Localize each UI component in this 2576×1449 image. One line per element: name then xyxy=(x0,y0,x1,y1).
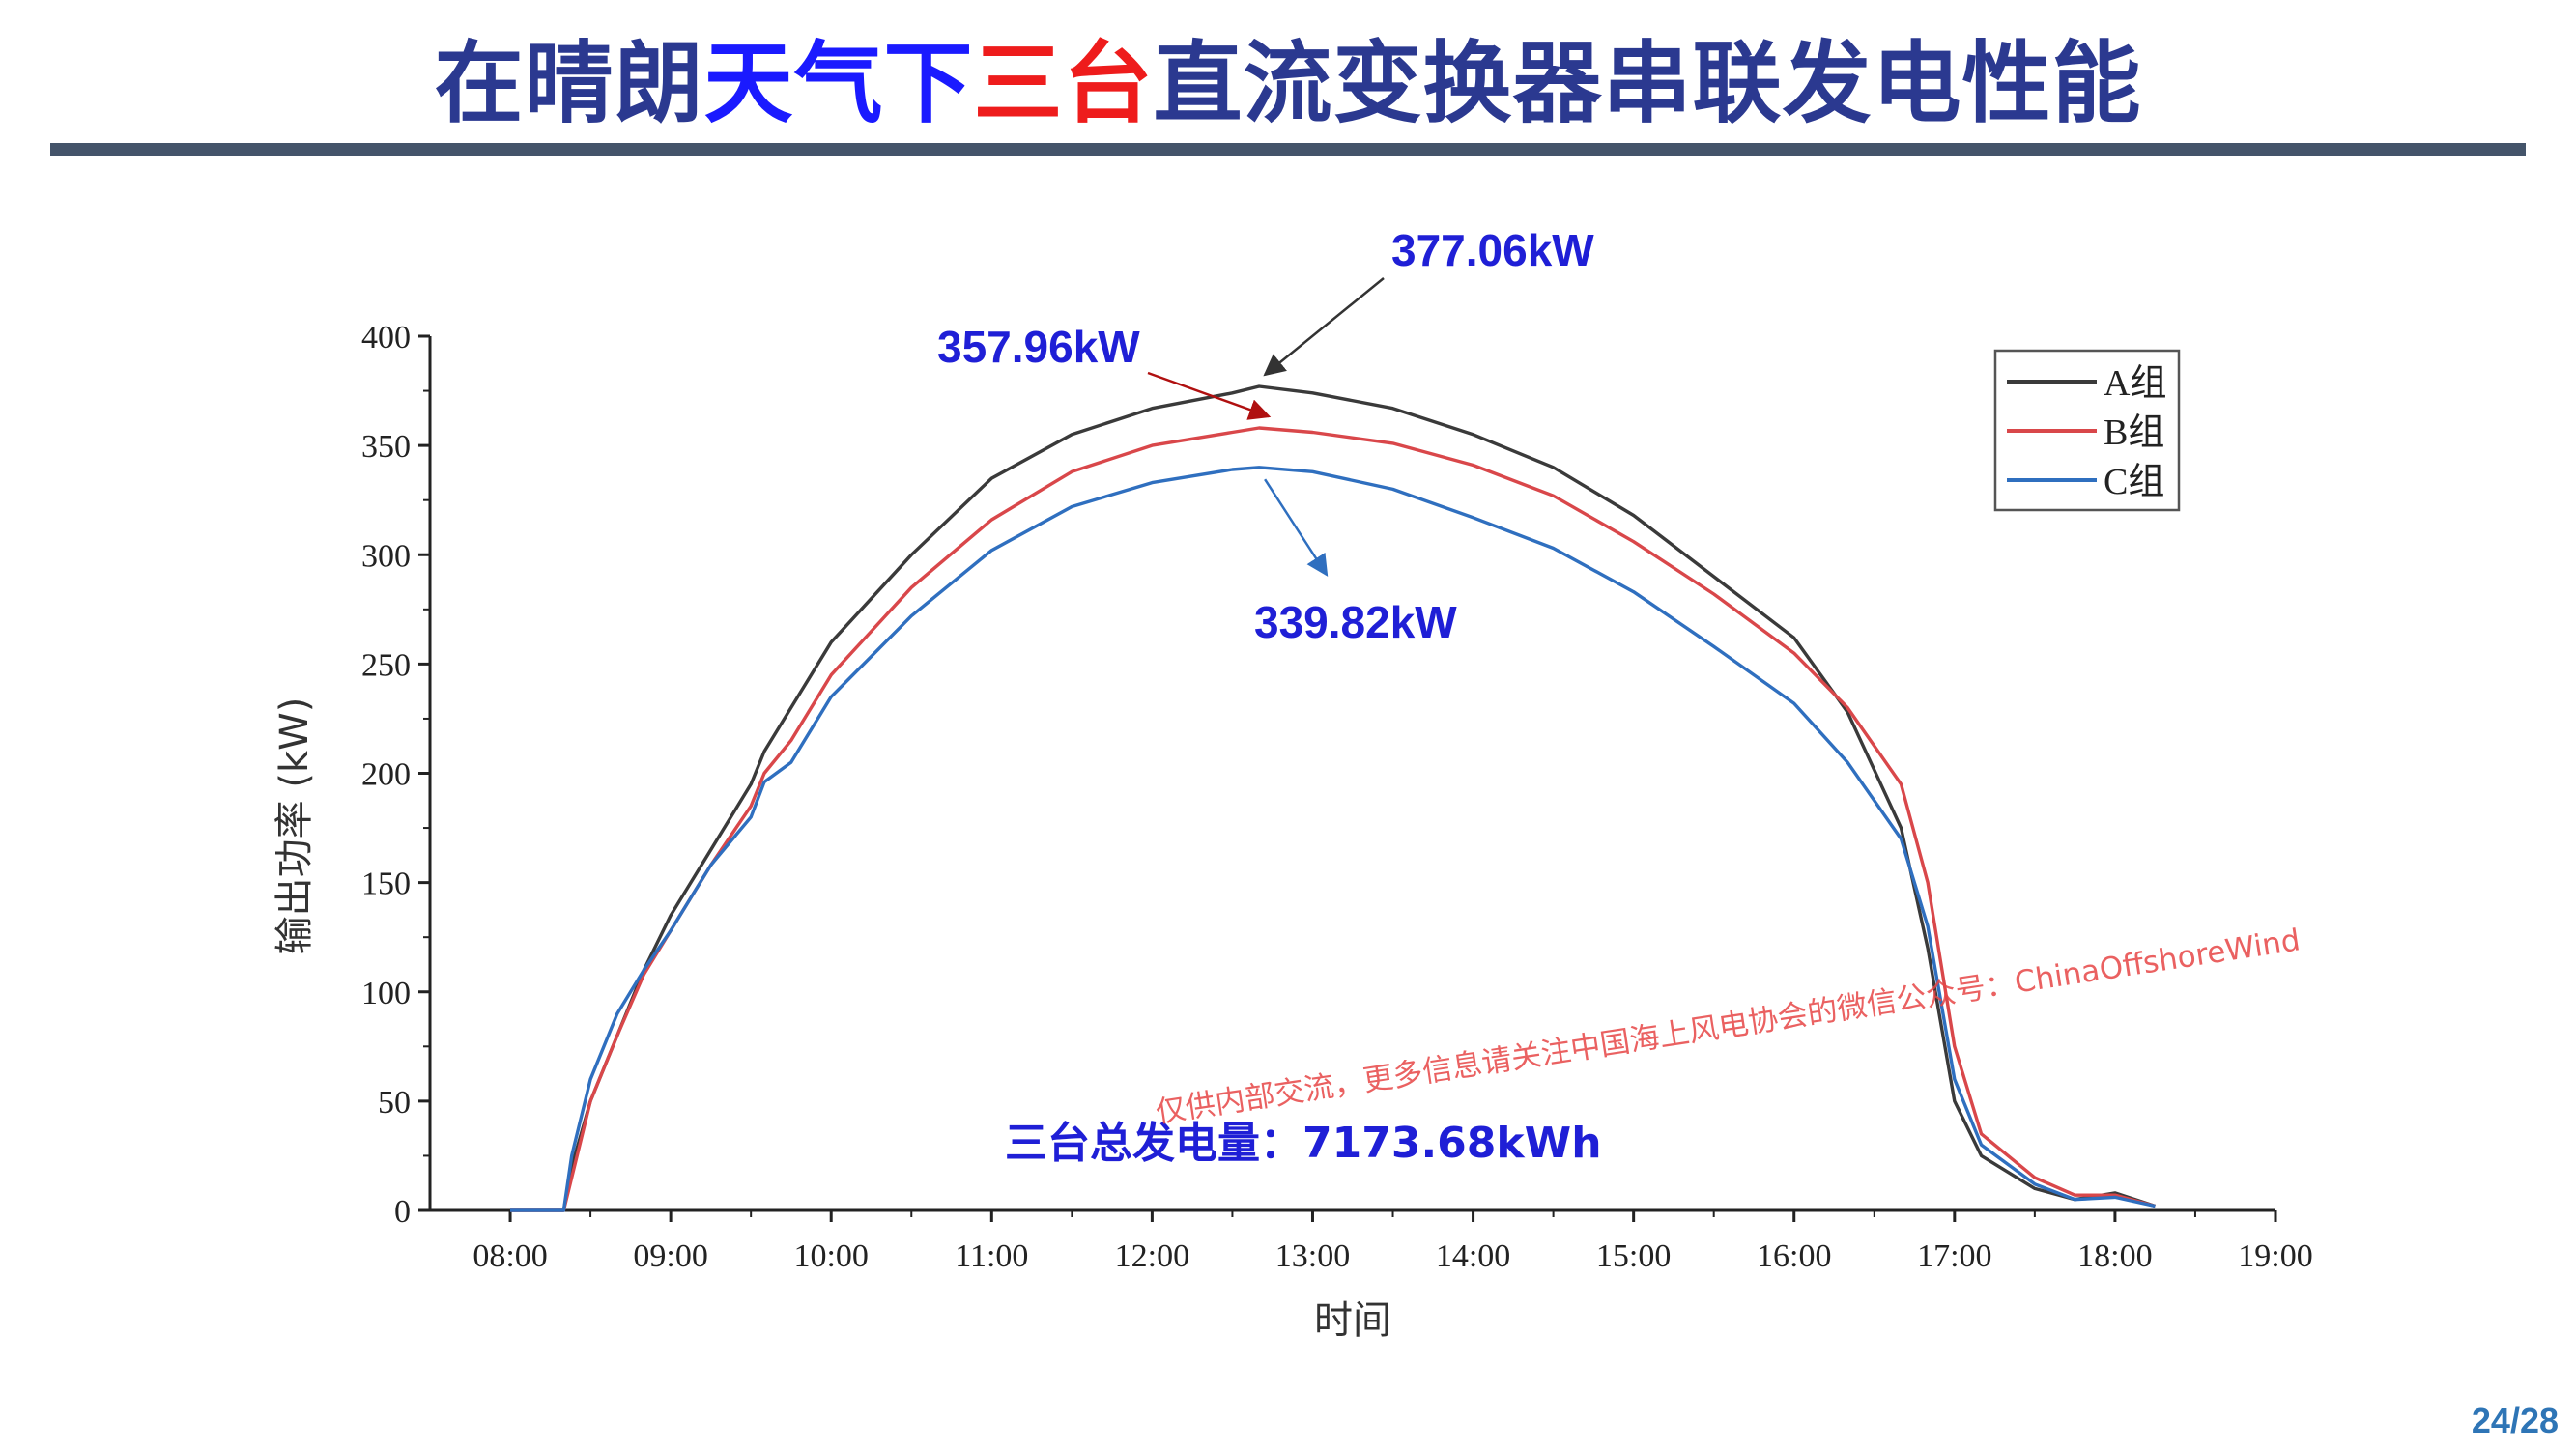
peak-value-label: 377.06kW xyxy=(1391,225,1594,275)
peak-value-label: 339.82kW xyxy=(1254,597,1457,647)
annotation-arrow xyxy=(1147,371,1272,420)
x-tick-label: 13:00 xyxy=(1275,1238,1350,1274)
y-tick-label: 50 xyxy=(378,1085,411,1121)
series-line-a xyxy=(510,384,2156,1212)
y-tick-label: 250 xyxy=(361,647,411,683)
y-tick-label: 200 xyxy=(361,757,411,793)
y-tick-label: 150 xyxy=(361,867,411,902)
annotation-arrow xyxy=(1264,478,1329,577)
series-lines xyxy=(510,384,2156,1212)
x-tick-label: 10:00 xyxy=(793,1238,868,1274)
x-tick-label: 18:00 xyxy=(2077,1238,2152,1274)
y-tick-label: 300 xyxy=(361,538,411,574)
title-divider xyxy=(50,143,2526,156)
annotations: 377.06kW 357.96kW 339.82kW xyxy=(937,225,1594,647)
title-part-2: 天气下 xyxy=(703,32,974,135)
annotation-arrow xyxy=(1263,277,1385,377)
x-axis-title: 时间 xyxy=(1314,1298,1391,1343)
page-number: 24/28 xyxy=(2471,1401,2559,1440)
x-tick-label: 11:00 xyxy=(955,1238,1028,1274)
y-tick-label: 350 xyxy=(361,429,411,465)
y-tick-label: 0 xyxy=(394,1194,411,1230)
y-tick-label: 400 xyxy=(361,320,411,355)
x-tick-label: 17:00 xyxy=(1917,1238,1991,1274)
peak-value-label: 357.96kW xyxy=(937,322,1140,372)
legend-label: B组 xyxy=(2104,412,2164,453)
x-tick-label: 16:00 xyxy=(1757,1238,1831,1274)
slide-title: 在晴朗天气下三台直流变换器串联发电性能 xyxy=(0,31,2576,137)
legend: A组 B组 C组 xyxy=(1993,349,2181,512)
title-part-1: 在晴朗 xyxy=(434,32,704,135)
watermark-text: 仅供内部交流，更多信息请关注中国海上风电协会的微信公众号：ChinaOffsho… xyxy=(1154,923,2303,1130)
x-tick-label: 15:00 xyxy=(1596,1238,1671,1274)
title-part-4: 直流变换器串联发电性能 xyxy=(1153,32,2142,135)
tick-labels: 0 50 100 150 200 250 300 350 400 08:00 09:00 10:00 1… xyxy=(361,320,2313,1274)
x-tick-label: 08:00 xyxy=(472,1238,547,1274)
title-part-3: 三台 xyxy=(973,32,1154,135)
legend-label: A组 xyxy=(2104,363,2166,404)
x-tick-label: 12:00 xyxy=(1115,1238,1189,1274)
series-line-c xyxy=(510,466,2156,1212)
axes xyxy=(418,334,2277,1222)
y-axis-title: 输出功率 (kW) xyxy=(272,697,317,955)
x-tick-label: 19:00 xyxy=(2238,1238,2312,1274)
x-tick-label: 09:00 xyxy=(633,1238,707,1274)
total-energy-label: 三台总发电量：7173.68kWh xyxy=(1005,1119,1602,1168)
legend-label: C组 xyxy=(2104,462,2164,502)
x-tick-label: 14:00 xyxy=(1436,1238,1510,1274)
y-tick-label: 100 xyxy=(361,976,411,1011)
